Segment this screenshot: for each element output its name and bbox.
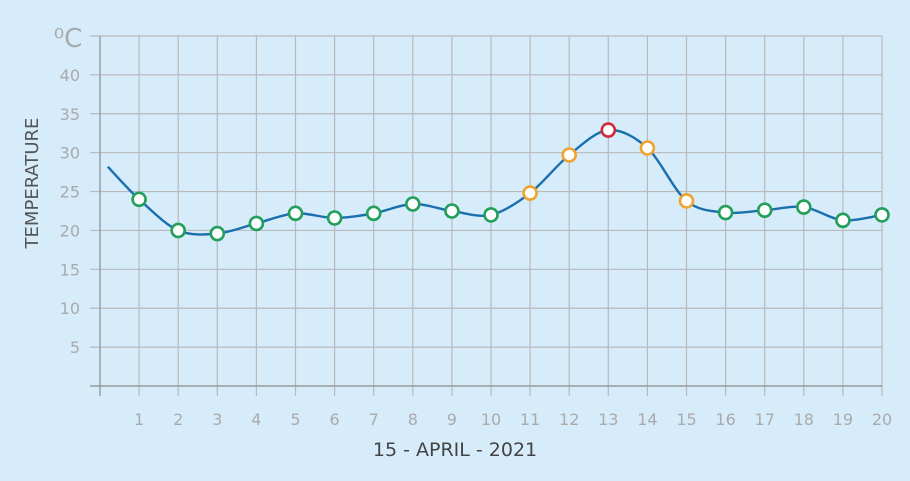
x-tick-label: 4 xyxy=(251,410,261,429)
x-tick-label: 19 xyxy=(833,410,853,429)
y-tick-label: 25 xyxy=(60,183,80,202)
data-point xyxy=(756,202,773,219)
data-point xyxy=(522,185,538,201)
axes xyxy=(90,36,882,396)
data-point xyxy=(287,205,304,222)
data-point xyxy=(209,225,226,242)
x-tick-label: 10 xyxy=(481,410,501,429)
x-tick-label: 18 xyxy=(794,410,814,429)
x-tick-label: 15 xyxy=(676,410,696,429)
x-tick-label: 13 xyxy=(598,410,618,429)
x-tick-label: 7 xyxy=(369,410,379,429)
y-tick-label: 5 xyxy=(70,338,80,357)
x-tick-label: 9 xyxy=(447,410,457,429)
data-point xyxy=(561,147,578,163)
data-point xyxy=(835,212,851,229)
x-tick-label: 16 xyxy=(715,410,735,429)
y-tick-label: 35 xyxy=(60,105,80,124)
x-tick-label: 6 xyxy=(330,410,340,429)
unit-label: ⁰C xyxy=(54,24,83,54)
data-point xyxy=(131,191,147,208)
y-tick-label: 20 xyxy=(60,221,80,240)
data-point xyxy=(874,207,890,223)
data-point xyxy=(444,203,460,219)
x-tick-label: 12 xyxy=(559,410,579,429)
data-point xyxy=(795,199,812,215)
x-tick-label: 11 xyxy=(520,410,540,429)
x-tick-label: 5 xyxy=(290,410,300,429)
x-tick-label: 1 xyxy=(134,410,144,429)
x-tick-label: 2 xyxy=(173,410,183,429)
data-point xyxy=(600,122,617,138)
x-tick-label: 17 xyxy=(755,410,775,429)
y-tick-label: 10 xyxy=(60,299,80,318)
data-point xyxy=(404,196,421,212)
data-point xyxy=(717,204,734,221)
x-tick-label: 20 xyxy=(872,410,892,429)
x-tick-label: 8 xyxy=(408,410,418,429)
data-markers xyxy=(131,122,890,242)
x-tick-label: 3 xyxy=(212,410,222,429)
data-point xyxy=(365,205,382,222)
data-point xyxy=(678,193,695,209)
data-point xyxy=(639,140,656,156)
data-point xyxy=(483,207,499,223)
grid xyxy=(90,35,883,396)
data-point xyxy=(170,222,186,239)
x-axis-title: 15 - APRIL - 2021 xyxy=(373,439,537,461)
y-tick-label: 40 xyxy=(60,66,80,85)
y-tick-label: 30 xyxy=(60,144,80,163)
y-axis-title: TEMPERATURE xyxy=(22,118,43,250)
data-point xyxy=(326,210,343,226)
data-point xyxy=(248,215,265,232)
x-tick-label: 14 xyxy=(637,410,657,429)
y-tick-label: 15 xyxy=(60,260,80,279)
